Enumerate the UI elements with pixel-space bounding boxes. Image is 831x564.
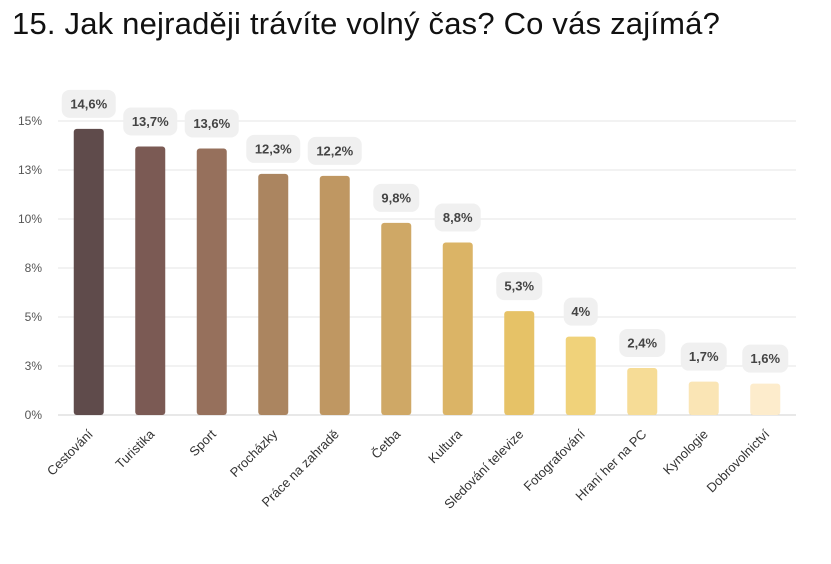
data-label: 1,6% [750,351,780,366]
data-label-background [619,328,666,357]
bar [442,242,473,415]
data-label-background [184,109,239,138]
data-label-background [563,297,598,326]
bar [258,173,289,415]
data-label-background [373,183,420,212]
bar [73,128,104,415]
data-label: 12,3% [255,141,292,156]
data-label: 13,6% [193,116,230,131]
y-tick-label: 13% [18,163,42,177]
x-tick-label: Sport [186,426,219,459]
data-label: 4% [571,304,590,319]
grid [58,120,796,416]
data-label: 1,7% [689,349,719,364]
y-axis: 0% 3% 5% 8% 10% 13% 15% [18,114,42,422]
data-label: 14,6% [70,96,107,111]
x-tick-label: Četba [368,426,404,462]
y-tick-label: 8% [25,261,43,275]
data-label-background [246,134,301,163]
bar [381,222,412,415]
bars [73,128,781,416]
x-tick-label: Kultura [425,426,465,466]
data-labels: 14,6% 13,7% 13,6% 12,3% 12,2% 9,8% 8,8% 5,3% 4% 2… [61,89,789,373]
bar [688,381,719,415]
data-label-background [123,107,178,136]
x-tick-label: Procházky [227,426,281,480]
x-tick-label: Turistika [112,426,158,472]
x-tick-label: Dobrovolnictví [704,426,773,495]
data-label-background [61,89,116,118]
data-label: 8,8% [443,210,473,225]
data-label: 12,2% [316,143,353,158]
bar [319,175,350,415]
bar [135,146,166,416]
data-label-background [496,272,543,301]
data-label: 5,3% [504,279,534,294]
x-tick-label: Cestování [44,426,96,478]
y-tick-label: 3% [25,359,43,373]
data-label-background [680,342,727,371]
data-label: 2,4% [627,335,657,350]
y-tick-label: 5% [25,310,43,324]
x-tick-label: Fotografování [521,426,589,494]
bar [565,336,596,415]
y-tick-label: 10% [18,212,42,226]
data-label: 13,7% [132,114,169,129]
x-tick-label: Kynologie [660,427,711,478]
y-tick-label: 15% [18,114,42,128]
bar [504,311,535,415]
bar [750,383,781,415]
y-tick-label: 0% [25,408,43,422]
bar [627,367,658,415]
data-label-background [307,136,362,165]
data-label-background [742,344,789,373]
bar [196,148,227,415]
data-label: 9,8% [381,190,411,205]
chart-title: 15. Jak nejraději trávíte volný čas? Co … [12,6,721,41]
data-label-background [434,203,481,232]
